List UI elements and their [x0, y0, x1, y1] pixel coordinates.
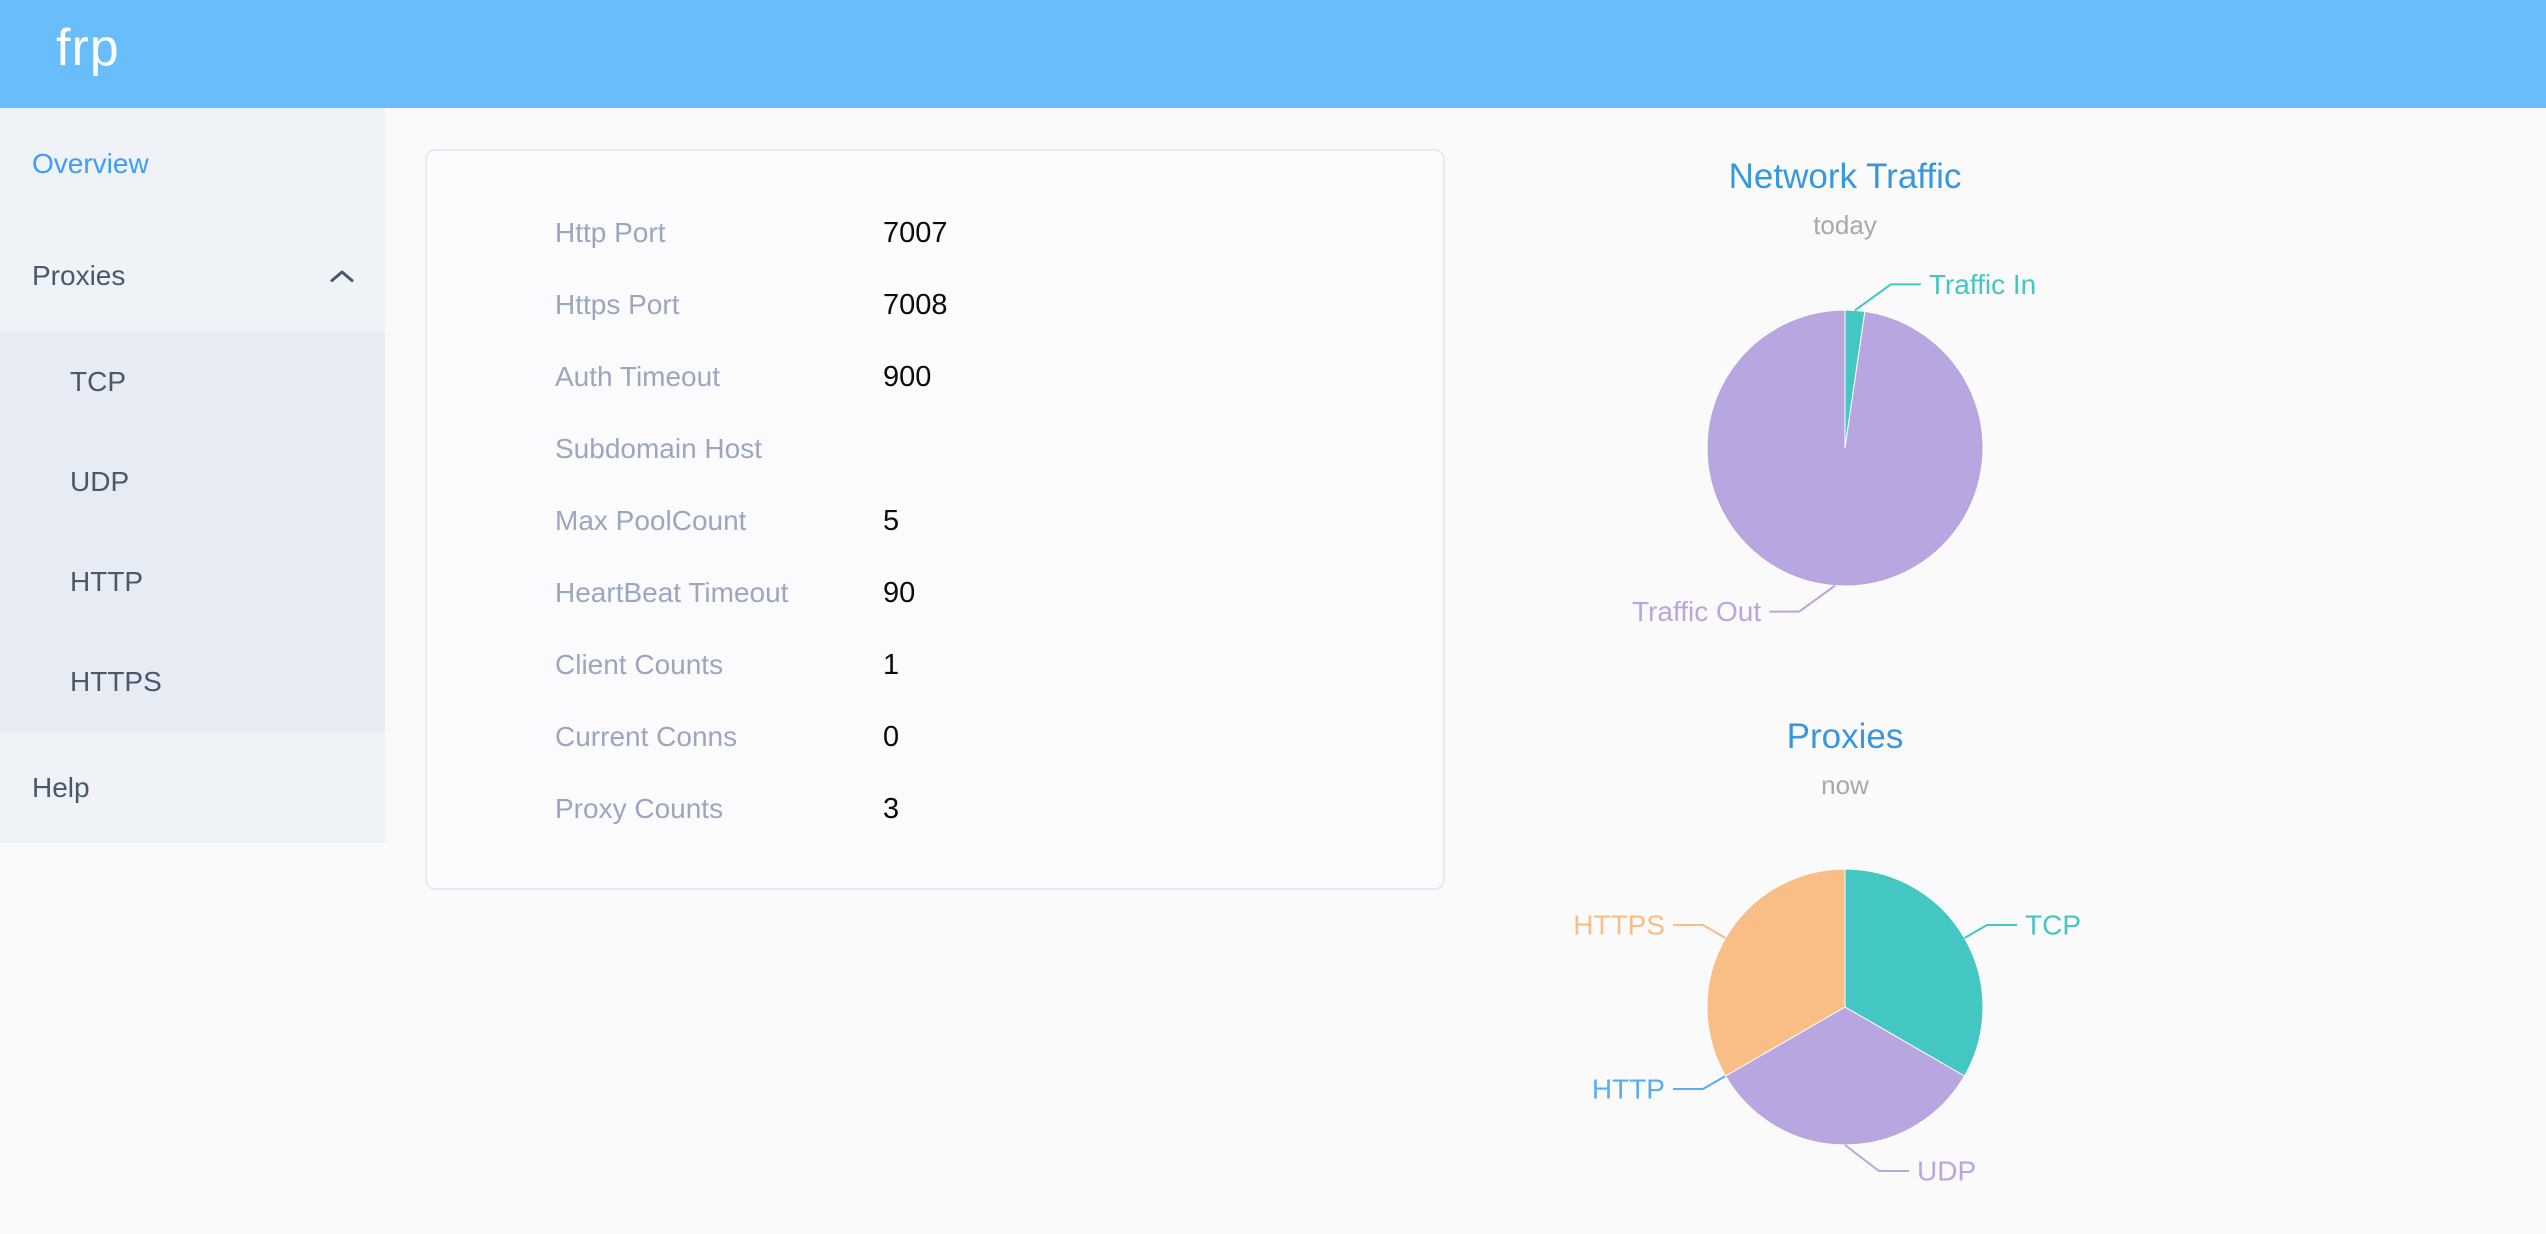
config-value: 3	[883, 792, 900, 825]
chart-title: Network Traffic	[1728, 157, 1962, 196]
config-value: 7007	[883, 216, 948, 249]
config-row: Proxy Counts 3	[555, 773, 1443, 845]
config-value: 90	[883, 576, 916, 609]
config-row: Current Conns 0	[555, 701, 1443, 773]
app-logo[interactable]: frp	[56, 19, 120, 77]
config-label: Client Counts	[555, 649, 724, 680]
sidebar: Overview Proxies TCP UDP HTTP HTTPS Help	[0, 108, 385, 843]
config-row: Http Port 7007	[555, 197, 1443, 269]
sidebar-item-tcp[interactable]: TCP	[70, 366, 126, 397]
pie-label-https: HTTPS	[1573, 910, 1665, 941]
chart-subtitle: now	[1821, 770, 1869, 800]
pie-label-line	[1672, 1075, 1726, 1090]
pie-label-line	[1769, 584, 1836, 613]
pie-label-line	[1844, 1144, 1909, 1172]
config-value: 0	[883, 720, 900, 753]
chart-subtitle: today	[1813, 210, 1877, 240]
network-traffic-pie-chart: Traffic In Traffic Out	[1632, 269, 2036, 627]
config-label: Subdomain Host	[555, 433, 763, 464]
config-label: Auth Timeout	[555, 361, 720, 392]
proxies-chart: Proxies now TCP UDP HTTP HTTPS	[1460, 690, 2230, 1234]
pie-label-traffic-in: Traffic In	[1929, 269, 2036, 300]
config-label: HeartBeat Timeout	[555, 577, 789, 608]
pie-label-tcp: TCP	[2025, 910, 2081, 941]
pie-label-http: HTTP	[1592, 1074, 1665, 1105]
config-label: Proxy Counts	[555, 793, 724, 824]
config-value: 5	[883, 504, 900, 537]
config-row: HeartBeat Timeout 90	[555, 557, 1443, 629]
config-label: Http Port	[555, 217, 666, 248]
sidebar-item-overview[interactable]: Overview	[32, 148, 149, 179]
config-value: 1	[883, 648, 900, 681]
chevron-up-icon	[329, 220, 355, 332]
config-row: Subdomain Host	[555, 413, 1443, 485]
proxies-pie-chart: TCP UDP HTTP HTTPS	[1573, 868, 2081, 1187]
config-value: 900	[883, 360, 932, 393]
pie-label-line	[1672, 924, 1726, 939]
config-label: Current Conns	[555, 721, 738, 752]
pie-label-udp: UDP	[1917, 1156, 1976, 1187]
sidebar-submenu: TCP UDP HTTP HTTPS	[0, 332, 385, 732]
config-label: Https Port	[555, 289, 680, 320]
pie-label-traffic-out: Traffic Out	[1632, 596, 1761, 627]
config-label: Max PoolCount	[555, 505, 747, 536]
app-header: frp	[0, 0, 2546, 108]
pie-label-line	[1854, 283, 1921, 312]
sidebar-item-proxies-label: Proxies	[32, 260, 126, 291]
config-row: Client Counts 1	[555, 629, 1443, 701]
config-row: Max PoolCount 5	[555, 485, 1443, 557]
config-row: Https Port 7008	[555, 269, 1443, 341]
sidebar-item-proxies[interactable]: Proxies	[0, 220, 385, 332]
network-traffic-chart: Network Traffic today Traffic In Traffic …	[1460, 130, 2230, 680]
sidebar-item-udp[interactable]: UDP	[70, 466, 130, 497]
config-table: Http Port 7007 Https Port 7008 Auth Timeout 9…	[427, 151, 1443, 845]
pie-label-line	[1964, 924, 2018, 939]
sidebar-item-http[interactable]: HTTP	[70, 566, 144, 597]
config-row: Auth Timeout 900	[555, 341, 1443, 413]
sidebar-item-help[interactable]: Help	[32, 772, 90, 803]
server-config-card: Http Port 7007 Https Port 7008 Auth Timeout 9…	[425, 149, 1445, 890]
chart-title: Proxies	[1786, 717, 1904, 756]
config-value: 7008	[883, 288, 948, 321]
pie-slice-traffic-out[interactable]	[1706, 309, 1984, 587]
sidebar-item-https[interactable]: HTTPS	[70, 666, 162, 697]
